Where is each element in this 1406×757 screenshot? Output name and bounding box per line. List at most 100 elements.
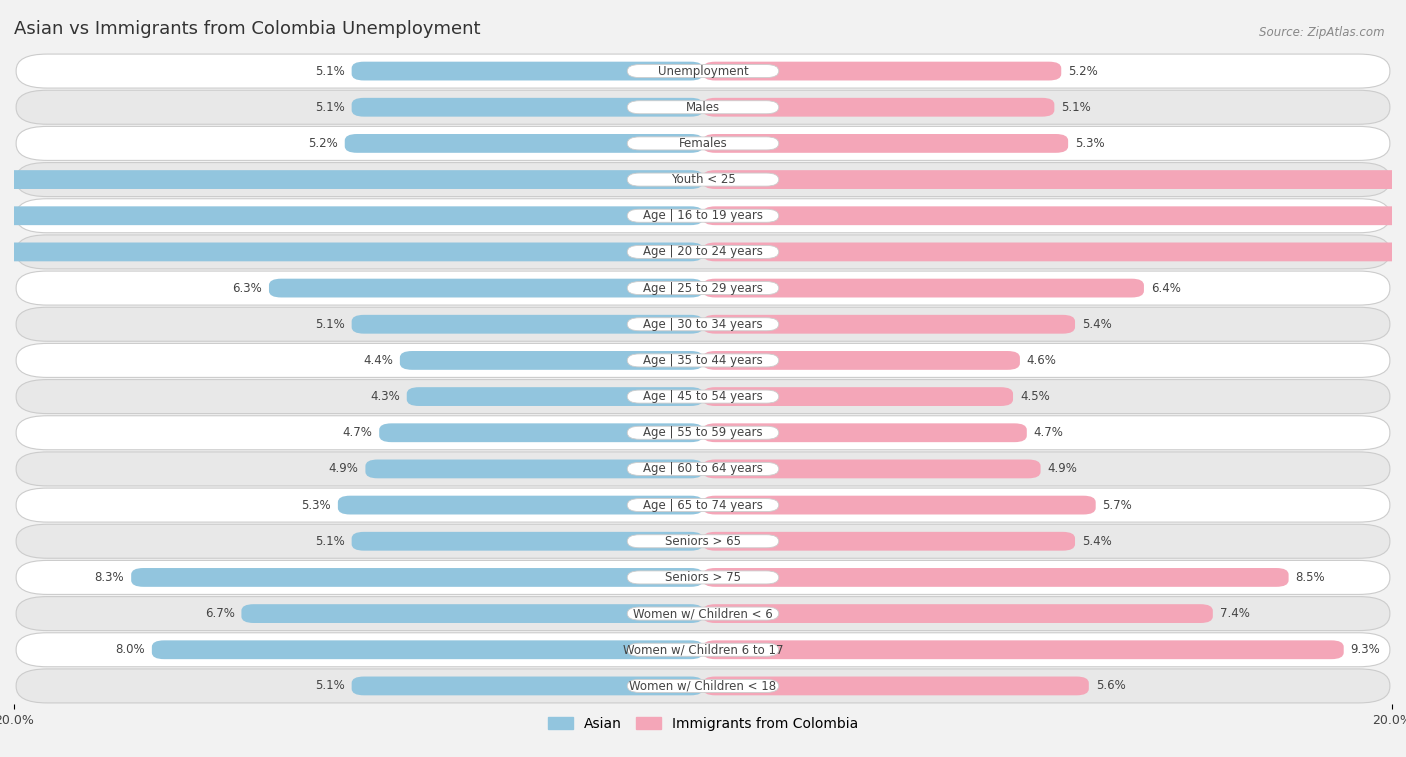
FancyBboxPatch shape [15,379,1391,413]
FancyBboxPatch shape [15,525,1391,558]
FancyBboxPatch shape [15,54,1391,88]
Text: Females: Females [679,137,727,150]
Text: 8.3%: 8.3% [94,571,124,584]
FancyBboxPatch shape [406,387,703,406]
Text: 8.5%: 8.5% [1295,571,1324,584]
FancyBboxPatch shape [15,163,1391,197]
FancyBboxPatch shape [15,416,1391,450]
FancyBboxPatch shape [627,643,779,656]
FancyBboxPatch shape [152,640,703,659]
FancyBboxPatch shape [627,173,779,186]
Text: Unemployment: Unemployment [658,64,748,77]
FancyBboxPatch shape [344,134,703,153]
FancyBboxPatch shape [380,423,703,442]
Text: 5.3%: 5.3% [1076,137,1105,150]
FancyBboxPatch shape [703,279,1144,298]
FancyBboxPatch shape [627,426,779,439]
FancyBboxPatch shape [269,279,703,298]
Text: 8.0%: 8.0% [115,643,145,656]
FancyBboxPatch shape [703,532,1076,550]
FancyBboxPatch shape [15,669,1391,703]
Text: 6.4%: 6.4% [1152,282,1181,294]
FancyBboxPatch shape [703,170,1406,189]
FancyBboxPatch shape [627,245,779,258]
Text: 5.2%: 5.2% [1069,64,1098,77]
Legend: Asian, Immigrants from Colombia: Asian, Immigrants from Colombia [543,711,863,736]
FancyBboxPatch shape [399,351,703,370]
Text: Source: ZipAtlas.com: Source: ZipAtlas.com [1260,26,1385,39]
Text: Males: Males [686,101,720,114]
FancyBboxPatch shape [703,568,1289,587]
Text: Age | 30 to 34 years: Age | 30 to 34 years [643,318,763,331]
Text: 5.1%: 5.1% [315,318,344,331]
Text: 5.7%: 5.7% [1102,499,1132,512]
Text: 5.1%: 5.1% [315,64,344,77]
Text: 4.6%: 4.6% [1026,354,1057,367]
FancyBboxPatch shape [15,597,1391,631]
FancyBboxPatch shape [627,209,779,223]
Text: 6.3%: 6.3% [232,282,262,294]
FancyBboxPatch shape [627,680,779,693]
Text: 9.3%: 9.3% [1351,643,1381,656]
FancyBboxPatch shape [366,459,703,478]
FancyBboxPatch shape [703,423,1026,442]
FancyBboxPatch shape [627,101,779,114]
Text: Seniors > 75: Seniors > 75 [665,571,741,584]
Text: Age | 55 to 59 years: Age | 55 to 59 years [643,426,763,439]
Text: 4.5%: 4.5% [1019,390,1050,403]
Text: Age | 25 to 29 years: Age | 25 to 29 years [643,282,763,294]
Text: 5.1%: 5.1% [315,534,344,548]
FancyBboxPatch shape [15,633,1391,667]
Text: 5.1%: 5.1% [315,101,344,114]
FancyBboxPatch shape [703,242,1406,261]
Text: Age | 45 to 54 years: Age | 45 to 54 years [643,390,763,403]
FancyBboxPatch shape [15,307,1391,341]
FancyBboxPatch shape [15,199,1391,232]
Text: 6.7%: 6.7% [205,607,235,620]
Text: Age | 65 to 74 years: Age | 65 to 74 years [643,499,763,512]
FancyBboxPatch shape [337,496,703,515]
FancyBboxPatch shape [242,604,703,623]
Text: 5.1%: 5.1% [315,680,344,693]
FancyBboxPatch shape [703,387,1012,406]
Text: 4.7%: 4.7% [343,426,373,439]
FancyBboxPatch shape [703,640,1344,659]
FancyBboxPatch shape [15,271,1391,305]
Text: 4.9%: 4.9% [1047,463,1077,475]
FancyBboxPatch shape [15,235,1391,269]
Text: 5.4%: 5.4% [1083,318,1112,331]
FancyBboxPatch shape [627,318,779,331]
FancyBboxPatch shape [15,452,1391,486]
FancyBboxPatch shape [703,677,1088,696]
FancyBboxPatch shape [703,315,1076,334]
FancyBboxPatch shape [0,242,703,261]
Text: 5.2%: 5.2% [308,137,337,150]
FancyBboxPatch shape [352,532,703,550]
FancyBboxPatch shape [627,463,779,475]
FancyBboxPatch shape [627,534,779,548]
Text: Age | 60 to 64 years: Age | 60 to 64 years [643,463,763,475]
FancyBboxPatch shape [703,134,1069,153]
Text: Age | 16 to 19 years: Age | 16 to 19 years [643,209,763,223]
FancyBboxPatch shape [703,459,1040,478]
FancyBboxPatch shape [627,354,779,367]
FancyBboxPatch shape [627,282,779,294]
Text: 7.4%: 7.4% [1219,607,1250,620]
FancyBboxPatch shape [131,568,703,587]
FancyBboxPatch shape [703,351,1019,370]
Text: 4.4%: 4.4% [363,354,394,367]
Text: Asian vs Immigrants from Colombia Unemployment: Asian vs Immigrants from Colombia Unempl… [14,20,481,38]
FancyBboxPatch shape [627,499,779,512]
FancyBboxPatch shape [352,315,703,334]
Text: 5.3%: 5.3% [301,499,330,512]
FancyBboxPatch shape [0,170,703,189]
FancyBboxPatch shape [703,98,1054,117]
FancyBboxPatch shape [703,207,1406,225]
FancyBboxPatch shape [15,560,1391,594]
FancyBboxPatch shape [15,90,1391,124]
Text: 4.3%: 4.3% [370,390,399,403]
FancyBboxPatch shape [627,64,779,77]
Text: Youth < 25: Youth < 25 [671,173,735,186]
Text: 4.7%: 4.7% [1033,426,1063,439]
FancyBboxPatch shape [627,390,779,403]
